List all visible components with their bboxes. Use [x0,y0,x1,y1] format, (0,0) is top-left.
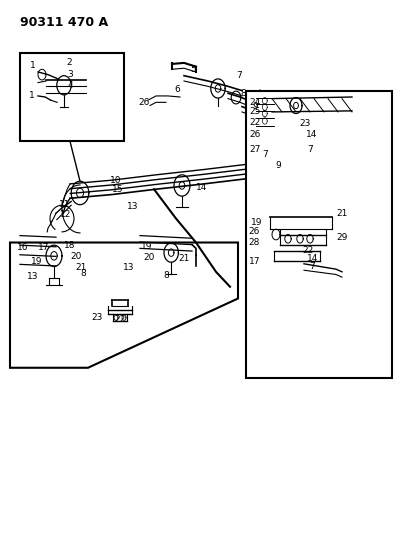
Text: 19: 19 [251,219,263,227]
Text: 25: 25 [250,108,261,116]
Text: 27: 27 [250,145,261,154]
Text: 7: 7 [262,150,268,159]
Text: 9: 9 [252,102,258,111]
Text: 22: 22 [114,316,125,324]
Text: 6: 6 [174,85,180,94]
Text: 18: 18 [64,241,76,249]
Bar [20,53,124,141]
Text: 19: 19 [31,257,43,265]
Text: 7: 7 [309,262,314,271]
Text: 13: 13 [27,272,39,280]
Text: 11: 11 [59,200,71,208]
Text: 17: 17 [249,257,260,265]
Text: 14: 14 [196,183,207,192]
Text: 22: 22 [302,246,313,255]
Text: 20: 20 [70,253,81,261]
Text: 12: 12 [60,210,71,219]
Text: 7: 7 [236,71,242,80]
Text: 26: 26 [249,228,260,236]
Text: 10: 10 [110,176,122,184]
Text: 8: 8 [240,89,246,98]
Text: 23: 23 [299,119,310,128]
Text: 5: 5 [190,65,196,74]
Text: 1: 1 [29,92,34,100]
Text: 22: 22 [250,118,261,127]
Text: 15: 15 [112,185,124,193]
Text: 20: 20 [143,254,154,262]
Text: 26: 26 [138,98,149,107]
Text: 29: 29 [336,233,347,241]
Text: 9: 9 [275,161,281,169]
Text: 7: 7 [307,145,313,154]
Text: 26: 26 [250,130,261,139]
Text: 14: 14 [307,254,318,263]
Text: 13: 13 [127,202,139,211]
Text: 8: 8 [163,271,169,279]
Text: 16: 16 [17,243,28,252]
Text: 2: 2 [66,59,72,67]
Text: 17: 17 [38,243,50,252]
Text: 3: 3 [67,70,73,79]
Text: 28: 28 [249,238,260,247]
Text: 21: 21 [75,263,86,272]
Text: 1: 1 [30,61,36,69]
Text: 19: 19 [141,243,152,251]
Text: 14: 14 [306,130,317,139]
Text: 21: 21 [178,254,189,263]
Text: 23: 23 [91,313,102,321]
Text: 8: 8 [80,270,86,278]
Text: 90311 470 A: 90311 470 A [20,16,108,29]
Text: 13: 13 [123,263,135,272]
Text: 21: 21 [336,209,347,217]
Text: 24: 24 [250,98,261,107]
Text: 4: 4 [68,81,74,90]
Bar [246,91,392,378]
